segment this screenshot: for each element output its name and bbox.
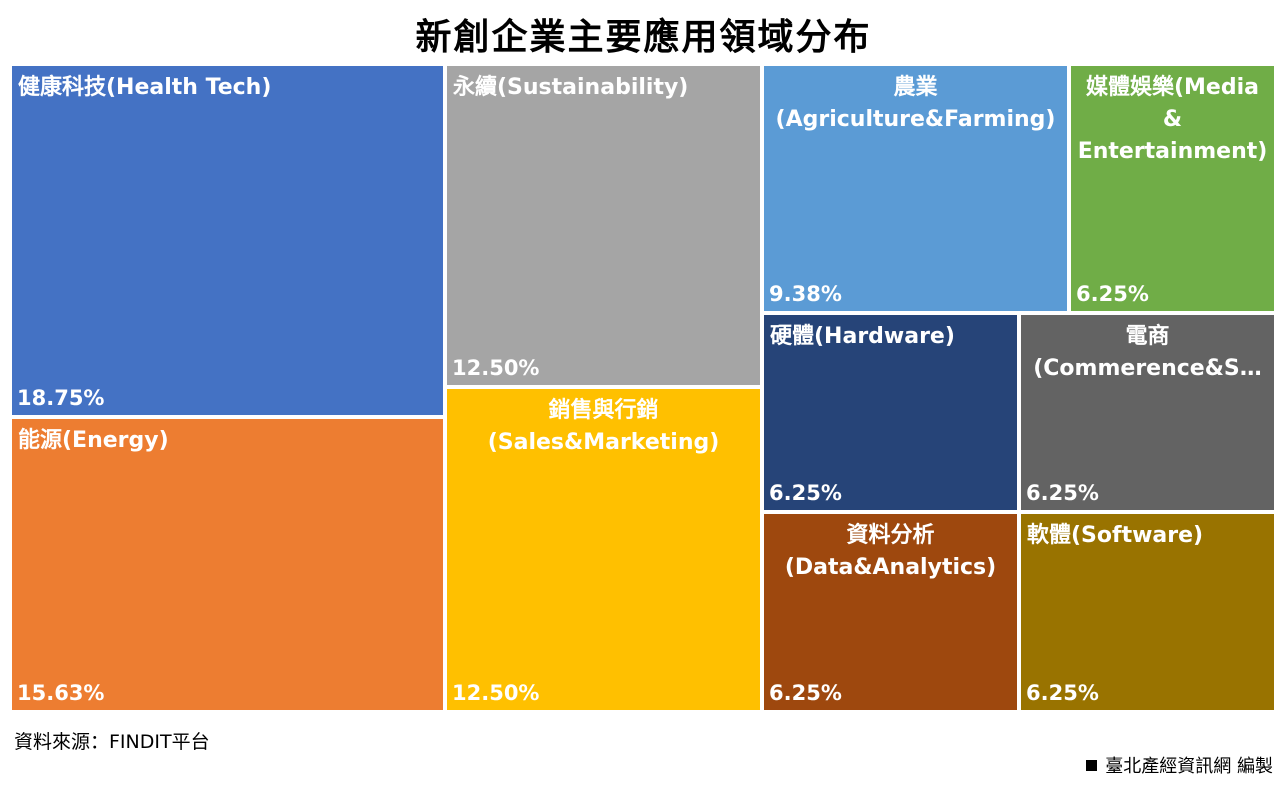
treemap-cell: 軟體(Software) 6.25% — [1019, 512, 1276, 712]
credit-text: 臺北產經資訊網 編製 — [1105, 756, 1273, 777]
treemap-cell: 農業 (Agriculture&Farming) 9.38% — [762, 64, 1069, 313]
treemap-cell-value: 12.50% — [452, 681, 540, 705]
treemap-cell-label: 電商 (Commerence&S… — [1033, 324, 1262, 381]
treemap-cell: 銷售與行銷 (Sales&Marketing) 12.50% — [445, 387, 762, 712]
treemap-cell: 媒體娛樂(Media & Entertainment) 6.25% — [1069, 64, 1276, 313]
treemap-cell-label: 健康科技(Health Tech) — [18, 75, 272, 100]
treemap-cell-label: 能源(Energy) — [18, 428, 169, 453]
treemap-cell: 電商 (Commerence&S… 6.25% — [1019, 313, 1276, 512]
treemap-cell-label: 資料分析 (Data&Analytics) — [784, 523, 997, 580]
treemap-cell: 能源(Energy) 15.63% — [10, 417, 445, 712]
treemap-cell-value: 6.25% — [769, 681, 842, 705]
treemap-cell-value: 18.75% — [17, 386, 105, 410]
treemap: 健康科技(Health Tech) 18.75% 能源(Energy) 15.63% 永… — [10, 64, 1276, 712]
square-bullet-icon — [1086, 760, 1098, 771]
treemap-cell: 資料分析 (Data&Analytics) 6.25% — [762, 512, 1019, 712]
treemap-cell-value: 9.38% — [769, 282, 842, 306]
credit-note: 臺北產經資訊網 編製 — [1086, 752, 1273, 778]
treemap-cell-value: 6.25% — [1026, 681, 1099, 705]
treemap-cell-label: 農業 (Agriculture&Farming) — [775, 75, 1056, 132]
treemap-cell: 硬體(Hardware) 6.25% — [762, 313, 1019, 512]
treemap-cell-value: 6.25% — [769, 481, 842, 505]
treemap-cell-value: 6.25% — [1026, 481, 1099, 505]
treemap-cell-label: 軟體(Software) — [1027, 523, 1204, 548]
treemap-cell-value: 15.63% — [17, 681, 105, 705]
treemap-cell: 永續(Sustainability) 12.50% — [445, 64, 762, 387]
treemap-cell-value: 6.25% — [1076, 282, 1149, 306]
treemap-cell-label: 永續(Sustainability) — [453, 75, 689, 100]
treemap-cell-label: 銷售與行銷 (Sales&Marketing) — [487, 398, 720, 455]
treemap-cell-label: 媒體娛樂(Media & Entertainment) — [1077, 75, 1268, 164]
data-source-note: 資料來源：FINDIT平台 — [14, 731, 210, 753]
treemap-cell-value: 12.50% — [452, 356, 540, 380]
treemap-cell-label: 硬體(Hardware) — [770, 324, 955, 349]
chart-title: 新創企業主要應用領域分布 — [415, 17, 872, 58]
treemap-cell: 健康科技(Health Tech) 18.75% — [10, 64, 445, 417]
